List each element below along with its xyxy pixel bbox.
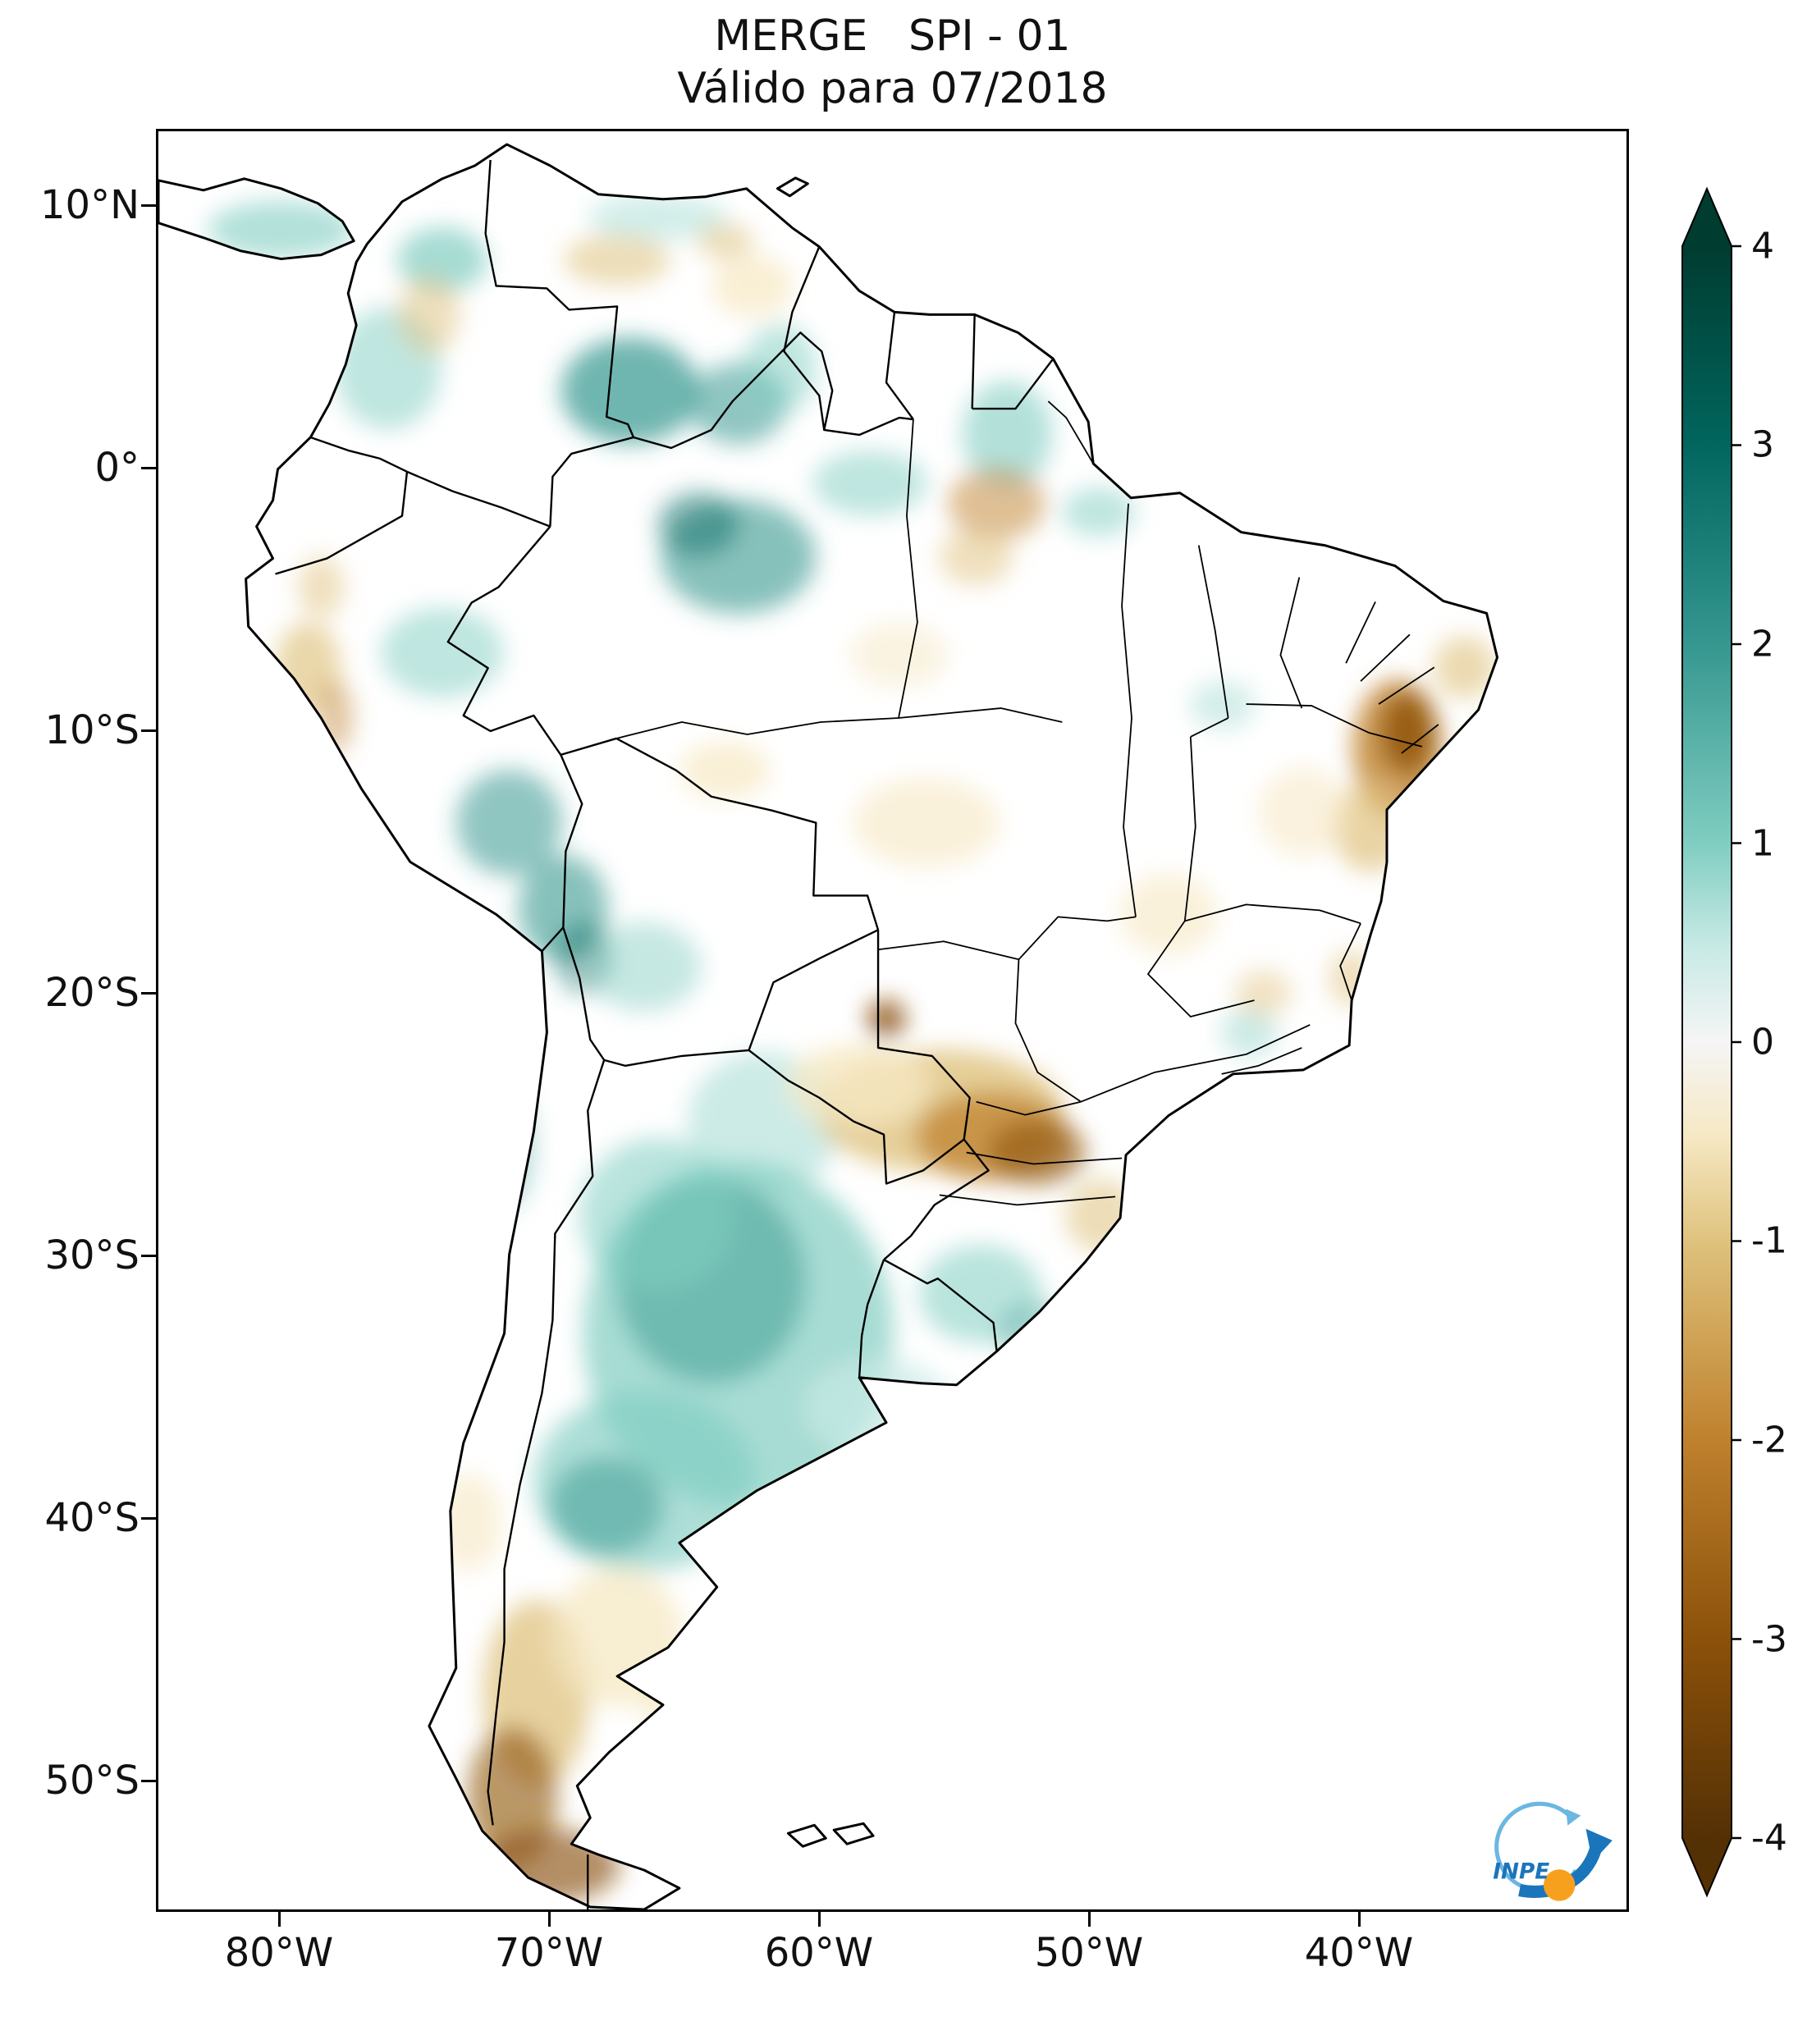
lat-axis-tick xyxy=(141,1780,156,1782)
lat-axis-tick xyxy=(141,1517,156,1520)
lon-axis-tick xyxy=(278,1912,281,1927)
inpe-arrowhead-icon xyxy=(1585,1828,1613,1863)
lon-axis-tick xyxy=(1358,1912,1361,1927)
lon-tick-label: 80°W xyxy=(224,1930,334,1976)
lat-axis-tick xyxy=(141,729,156,732)
lat-tick-label: 20°S xyxy=(44,970,140,1016)
inpe-logo-text: INPE xyxy=(1493,1859,1549,1884)
lat-tick-label: 30°S xyxy=(44,1232,140,1278)
lat-tick-label: 40°S xyxy=(44,1495,140,1541)
spi-anomaly-field xyxy=(158,144,1498,1909)
lon-tick-label: 70°W xyxy=(494,1930,604,1976)
lat-tick-label: 50°S xyxy=(44,1758,140,1804)
colorbar-tick-label: -4 xyxy=(1751,1817,1787,1859)
lon-axis-tick xyxy=(548,1912,551,1927)
colorbar-gradient xyxy=(1681,186,1741,1898)
state-borders xyxy=(615,400,1439,1206)
lat-tick-label: 10°N xyxy=(40,182,140,228)
inpe-logo: INPE xyxy=(1470,1790,1627,1907)
lat-axis-tick xyxy=(141,204,156,207)
south-america-spi-map xyxy=(158,143,1499,1909)
inpe-swirl-arrowhead-icon xyxy=(1566,1809,1581,1826)
lat-axis-tick xyxy=(141,992,156,995)
colorbar-tick-label: -2 xyxy=(1751,1419,1787,1461)
lon-tick-label: 60°W xyxy=(764,1930,874,1976)
inpe-logo-graphic: INPE xyxy=(1493,1801,1613,1901)
colorbar-tick-label: -3 xyxy=(1751,1618,1787,1661)
inpe-orange-dot-icon xyxy=(1543,1869,1576,1901)
lat-axis-tick xyxy=(141,467,156,469)
colorbar-tick-label: 0 xyxy=(1751,1021,1774,1063)
colorbar-tick-label: 4 xyxy=(1751,225,1774,268)
lat-tick-label: 10°S xyxy=(44,707,140,753)
lat-axis-tick xyxy=(141,1255,156,1257)
figure-title: MERGE SPI - 01 xyxy=(714,11,1071,61)
coastline xyxy=(158,143,1499,1909)
colorbar-tick-label: 3 xyxy=(1751,423,1774,466)
lat-tick-label: 0° xyxy=(94,445,140,491)
colorbar xyxy=(1674,181,1773,1904)
colorbar-ticks xyxy=(1732,245,1741,1840)
colorbar-tick-label: 2 xyxy=(1751,623,1774,665)
country-borders xyxy=(275,159,1055,1909)
lon-axis-tick xyxy=(818,1912,821,1927)
lon-axis-tick xyxy=(1088,1912,1091,1927)
colorbar-tick-label: -1 xyxy=(1751,1219,1787,1262)
figure-subtitle: Válido para 07/2018 xyxy=(677,64,1108,113)
colorbar-tick-label: 1 xyxy=(1751,822,1774,865)
lon-tick-label: 40°W xyxy=(1304,1930,1414,1976)
map-frame: INPE xyxy=(156,129,1629,1912)
lon-tick-label: 50°W xyxy=(1034,1930,1144,1976)
